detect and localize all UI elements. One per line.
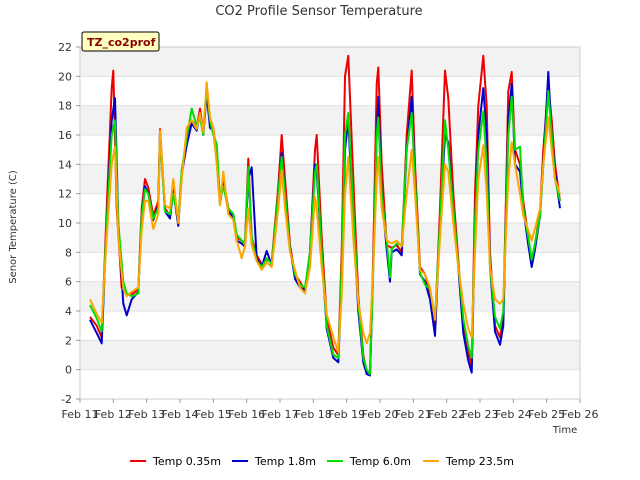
- y-tick-label: 4: [65, 305, 72, 318]
- y-tick-label: 22: [58, 41, 72, 54]
- grid-bands: [80, 46, 580, 400]
- station-tag-label: TZ_co2prof: [87, 36, 156, 49]
- x-tick-label: Feb 22: [428, 408, 465, 421]
- y-tick-label: 6: [65, 276, 72, 289]
- x-tick-label: Feb 11: [62, 408, 99, 421]
- grid-band: [80, 223, 580, 253]
- y-tick-label: 12: [58, 188, 72, 201]
- x-tick-label: Feb 20: [362, 408, 399, 421]
- x-tick-label: Feb 19: [328, 408, 365, 421]
- y-tick-label: 18: [58, 100, 72, 113]
- legend: Temp 0.35m Temp 1.8m Temp 6.0m Temp 23.5m: [130, 455, 514, 468]
- x-tick-label: Feb 15: [195, 408, 232, 421]
- y-tick-label: 16: [58, 129, 72, 142]
- y-tick-label: 10: [58, 217, 72, 230]
- legend-label: Temp 1.8m: [254, 455, 316, 468]
- x-tick-label: Feb 18: [295, 408, 332, 421]
- grid-band: [80, 76, 580, 106]
- series-line-temp-23-5m: [89, 81, 561, 354]
- y-tick-label: 20: [58, 70, 72, 83]
- y-axis-title: Senor Temperature (C): [8, 170, 19, 284]
- x-tick-label: Feb 23: [462, 408, 499, 421]
- series-lines: [89, 54, 561, 377]
- y-tick-label: 8: [65, 246, 72, 259]
- station-tag-box: [81, 31, 160, 52]
- grid-band: [80, 252, 580, 282]
- y-tick-label: 14: [58, 158, 72, 171]
- x-tick-label: Feb 12: [95, 408, 132, 421]
- grid-band: [80, 281, 580, 311]
- chart-title: CO2 Profile Sensor Temperature: [215, 4, 422, 19]
- x-tick-label: Feb 25: [528, 408, 565, 421]
- y-axis-ticks: -2 0 2 4 6 8 10 12 14 16 18 20 22: [58, 41, 80, 406]
- legend-label: Temp 23.5m: [445, 455, 514, 468]
- grid-band: [80, 369, 580, 399]
- legend-label: Temp 0.35m: [152, 455, 221, 468]
- grid-band: [80, 164, 580, 194]
- y-tick-label: -2: [61, 393, 72, 406]
- x-tick-label: Feb 26: [562, 408, 599, 421]
- x-tick-label: Feb 17: [262, 408, 299, 421]
- grid-band: [80, 47, 580, 77]
- x-tick-label: Feb 16: [228, 408, 265, 421]
- legend-label: Temp 6.0m: [349, 455, 411, 468]
- x-tick-label: Feb 14: [162, 408, 199, 421]
- grid-band: [80, 135, 580, 165]
- station-tag: TZ_co2prof: [81, 31, 160, 52]
- x-tick-label: Feb 13: [128, 408, 165, 421]
- y-tick-label: 2: [65, 334, 72, 347]
- y-tick-label: 0: [65, 364, 72, 377]
- grid-band: [80, 105, 580, 135]
- x-tick-label: Feb 24: [495, 408, 532, 421]
- x-axis-title: Time: [552, 425, 577, 436]
- x-tick-label: Feb 21: [395, 408, 432, 421]
- series-line-temp-6-0m: [89, 85, 561, 376]
